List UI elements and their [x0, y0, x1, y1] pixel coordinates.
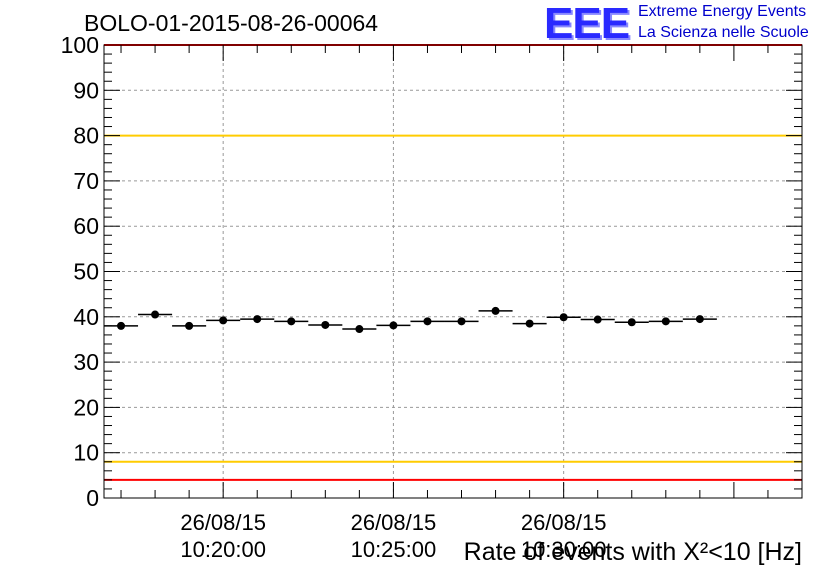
- data-point: [593, 315, 602, 324]
- y-tick-label: 100: [61, 32, 99, 58]
- data-point: [695, 315, 704, 324]
- data-point: [253, 315, 262, 324]
- y-tick-label: 80: [73, 123, 99, 149]
- data-point: [423, 317, 432, 326]
- y-tick-label: 90: [73, 77, 99, 103]
- x-tick-date: 26/08/15: [521, 510, 607, 535]
- tick-labels: 010203040506070809010026/08/1510:20:0026…: [61, 32, 607, 562]
- data-point: [185, 321, 194, 330]
- y-tick-label: 0: [86, 485, 99, 511]
- y-tick-label: 20: [73, 394, 99, 420]
- x-tick-date: 26/08/15: [180, 510, 266, 535]
- data-point: [525, 319, 534, 328]
- logo-tagline-1: Extreme Energy Events: [638, 3, 807, 20]
- data-point: [627, 318, 636, 327]
- y-tick-label: 50: [73, 259, 99, 285]
- x-tick-date: 26/08/15: [351, 510, 437, 535]
- y-tick-label: 40: [73, 304, 99, 330]
- grid-layer: [104, 45, 802, 498]
- eee-logo: EEE: [544, 0, 630, 48]
- data-point: [287, 317, 296, 326]
- y-tick-label: 30: [73, 349, 99, 375]
- plot-border: [103, 44, 803, 499]
- data-point: [219, 316, 228, 325]
- y-tick-label: 60: [73, 213, 99, 239]
- y-tick-label: 70: [73, 168, 99, 194]
- data-point: [457, 317, 466, 326]
- x-tick-time: 10:20:00: [180, 537, 266, 562]
- x-axis-label: Rate of events with X²<10 [Hz]: [463, 538, 802, 566]
- data-point: [389, 321, 398, 330]
- x-tick-time: 10:25:00: [351, 537, 437, 562]
- data-point: [661, 317, 670, 326]
- y-tick-label: 10: [73, 440, 99, 466]
- data-point: [117, 321, 126, 330]
- data-point: [355, 325, 364, 334]
- x-tick-time: 10:30:00: [521, 537, 607, 562]
- data-layer: [104, 306, 717, 334]
- data-point: [151, 310, 160, 319]
- reference-lines: [104, 44, 802, 481]
- data-point: [559, 313, 568, 322]
- data-point: [321, 320, 330, 329]
- chart-title: BOLO-01-2015-08-26-00064: [84, 10, 379, 36]
- data-point: [491, 306, 500, 315]
- plot-frame: [103, 44, 803, 499]
- logo-tagline-2: La Scienza nelle Scuole: [638, 24, 809, 41]
